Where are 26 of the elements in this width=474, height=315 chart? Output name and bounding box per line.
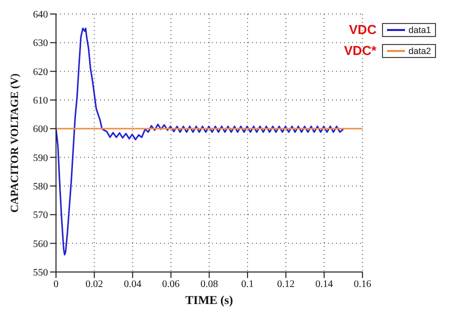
x-tick-label: 0.04	[124, 279, 142, 290]
x-tick-label: 0	[54, 279, 58, 290]
y-tick-label: 590	[33, 152, 48, 164]
y-tick-label: 580	[33, 182, 48, 193]
x-tick-label: 0.06	[162, 279, 180, 290]
y-tick-label: 630	[33, 38, 48, 50]
x-axis-title: TIME (s)	[185, 293, 234, 307]
legend-label: data2	[408, 46, 431, 56]
y-tick-label: 640	[33, 10, 48, 21]
x-tick-label: 0.1	[241, 279, 254, 290]
y-tick-label: 560	[33, 238, 48, 250]
x-tick-label: 0.12	[277, 279, 295, 290]
x-tick-label: 0.16	[354, 279, 372, 290]
line-series	[56, 28, 344, 256]
y-tick-label: 600	[33, 124, 48, 136]
y-tick-label: 570	[33, 210, 48, 222]
y-tick-label: 610	[33, 96, 48, 107]
legend-label: data1	[408, 24, 431, 34]
y-tick-label: 620	[33, 66, 48, 78]
annotation: VDC	[348, 22, 376, 37]
x-tick-label: 0.08	[200, 279, 218, 290]
y-tick-label: 550	[33, 268, 48, 279]
annotation: VDC*	[342, 43, 376, 58]
x-tick-label: 0.14	[315, 279, 333, 290]
y-axis-title: CAPACITOR VOLTAGE (V)	[8, 73, 21, 213]
x-tick-label: 0.02	[86, 279, 104, 290]
